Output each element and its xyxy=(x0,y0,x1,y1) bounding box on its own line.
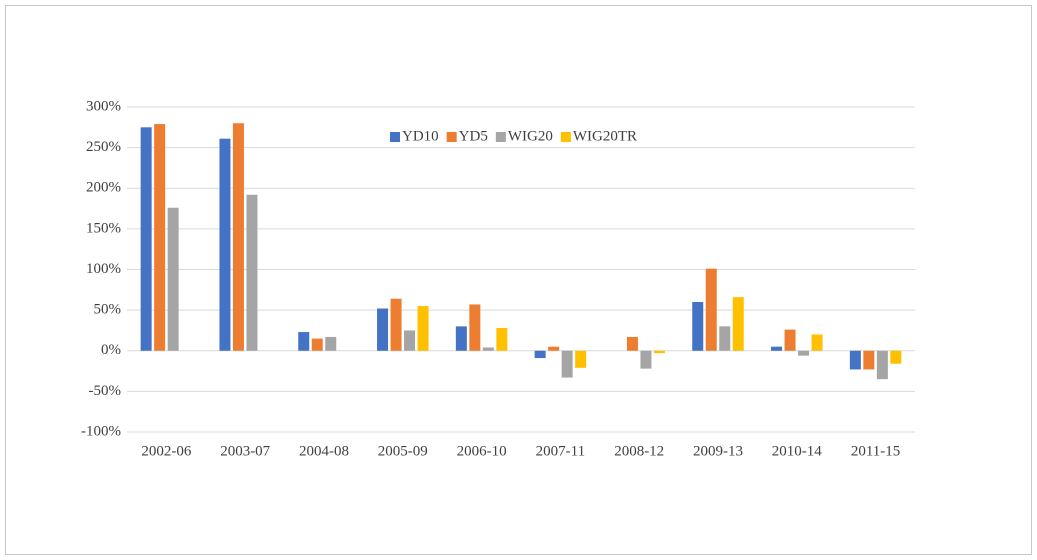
bar xyxy=(417,306,429,351)
x-tick-label: 2002-06 xyxy=(141,443,191,459)
bar xyxy=(653,350,665,354)
x-tick-label: 2006-10 xyxy=(457,443,507,459)
legend-label: WIG20TR xyxy=(573,128,637,144)
x-tick-label: 2011-15 xyxy=(851,443,900,459)
bar xyxy=(732,297,744,351)
bar xyxy=(719,326,731,351)
x-tick-label: 2008-12 xyxy=(614,443,664,459)
y-tick-label: 150% xyxy=(86,220,121,236)
y-tick-label: 100% xyxy=(86,261,121,277)
legend-label: YD10 xyxy=(402,128,439,144)
bar xyxy=(705,268,717,351)
bar xyxy=(469,304,481,351)
bar xyxy=(219,138,231,351)
y-tick-label: -100% xyxy=(81,423,121,439)
x-tick-label: 2010-14 xyxy=(772,443,822,459)
bar xyxy=(167,207,179,351)
bar xyxy=(849,350,861,370)
bar xyxy=(298,332,310,351)
bar xyxy=(377,308,389,351)
x-tick-label: 2009-13 xyxy=(693,443,743,459)
bar xyxy=(876,350,888,380)
bar xyxy=(561,350,573,378)
bar xyxy=(771,346,783,351)
x-tick-label: 2004-08 xyxy=(299,443,349,459)
bar xyxy=(246,194,258,351)
bar xyxy=(692,302,704,351)
bar xyxy=(390,298,402,351)
legend-label: YD5 xyxy=(459,128,488,144)
bar xyxy=(798,350,810,356)
bar xyxy=(548,346,560,351)
bar xyxy=(863,350,875,370)
legend-swatch xyxy=(495,132,506,142)
y-tick-label: 0% xyxy=(101,342,121,358)
legend-swatch xyxy=(446,132,457,142)
y-tick-label: 250% xyxy=(86,139,121,155)
bar xyxy=(154,124,166,351)
legend-swatch xyxy=(390,132,400,142)
legend-swatch xyxy=(560,132,571,142)
bar xyxy=(455,326,467,351)
bar xyxy=(482,347,494,351)
y-tick-label: 300% xyxy=(86,98,121,114)
bar xyxy=(640,350,652,369)
bar xyxy=(496,328,508,351)
bar xyxy=(626,336,638,351)
x-tick-label: 2003-07 xyxy=(220,443,270,459)
x-tick-label: 2005-09 xyxy=(378,443,428,459)
bar xyxy=(404,330,416,351)
y-tick-label: 50% xyxy=(94,302,122,318)
bar xyxy=(140,127,152,351)
bar xyxy=(575,350,587,368)
bar xyxy=(811,334,823,351)
bar xyxy=(890,350,902,364)
bar xyxy=(232,123,244,351)
y-tick-label: 200% xyxy=(86,180,121,196)
bar xyxy=(325,336,337,351)
legend-label: WIG20 xyxy=(508,128,553,144)
bar xyxy=(534,350,546,359)
bar xyxy=(311,338,323,351)
x-tick-label: 2007-11 xyxy=(536,443,585,459)
bar xyxy=(784,329,796,351)
y-tick-label: -50% xyxy=(89,383,122,399)
